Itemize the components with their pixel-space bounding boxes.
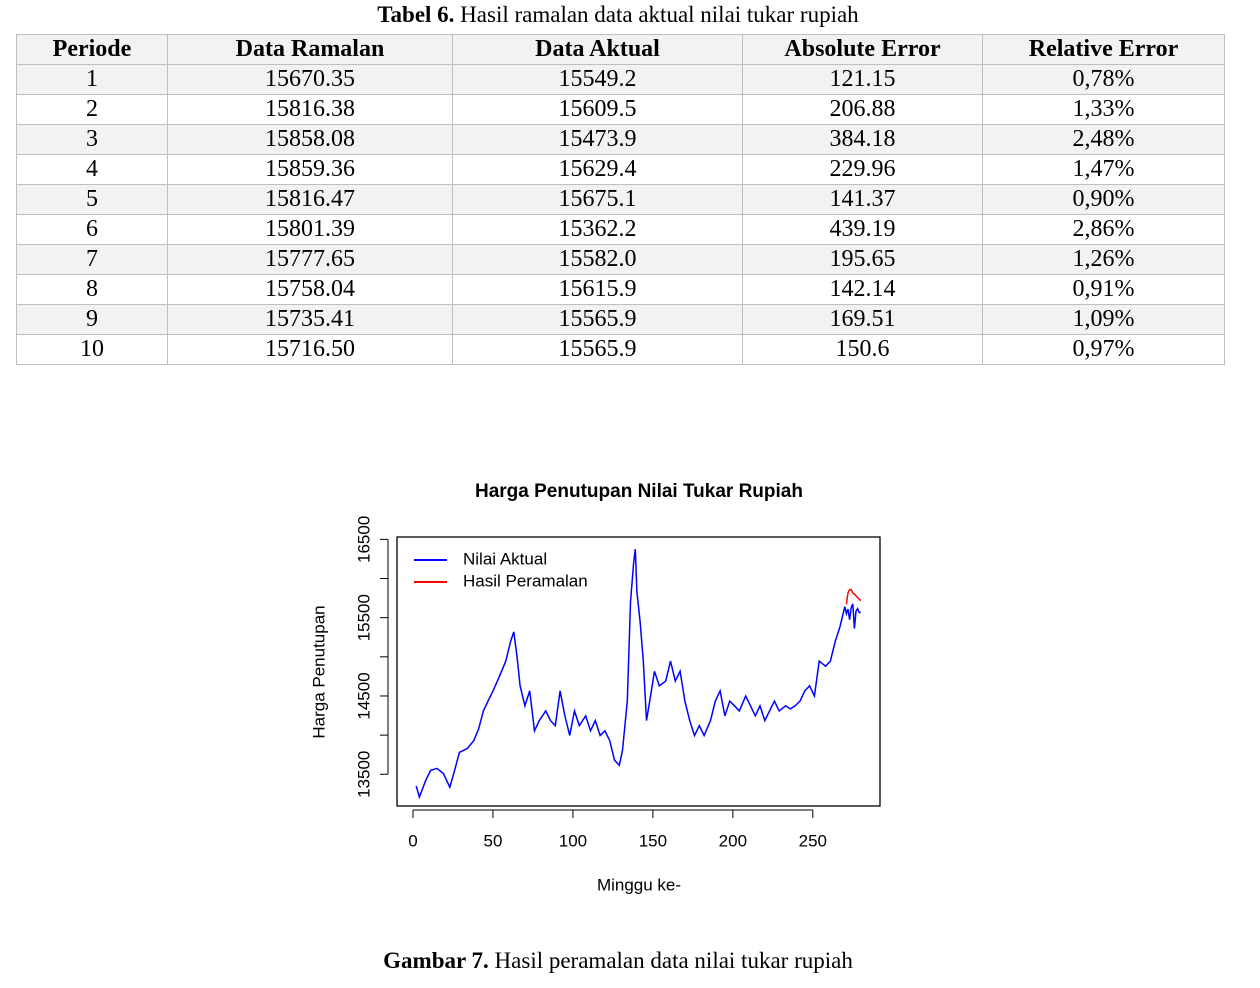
table-cell: 15362.2 xyxy=(452,214,743,245)
table-row: 4 15859.36 15629.4 229.96 1,47% xyxy=(16,154,1225,185)
table-cell: 439.19 xyxy=(742,214,983,245)
x-tick-label: 150 xyxy=(639,831,667,850)
table-row: 1 15670.35 15549.2 121.15 0,78% xyxy=(16,64,1225,95)
table-cell: 0,90% xyxy=(982,184,1225,215)
caption-text: Hasil peramalan data nilai tukar rupiah xyxy=(494,948,853,973)
table-cell: 15735.41 xyxy=(167,304,453,335)
header-cell: Absolute Error xyxy=(742,34,983,65)
table-row: 7 15777.65 15582.0 195.65 1,26% xyxy=(16,244,1225,275)
caption-label: Tabel 6. xyxy=(377,2,455,27)
table-row: 9 15735.41 15565.9 169.51 1,09% xyxy=(16,304,1225,335)
table-cell: 15801.39 xyxy=(167,214,453,245)
header-cell: Periode xyxy=(16,34,168,65)
legend-label: Nilai Aktual xyxy=(463,549,547,568)
y-tick-label: 16500 xyxy=(354,516,373,563)
x-tick-label: 250 xyxy=(799,831,827,850)
table-cell: 15670.35 xyxy=(167,64,453,95)
table-row: 8 15758.04 15615.9 142.14 0,91% xyxy=(16,274,1225,305)
table-row: 5 15816.47 15675.1 141.37 0,90% xyxy=(16,184,1225,215)
table-cell: 15549.2 xyxy=(452,64,743,95)
table-cell: 8 xyxy=(16,274,168,305)
table-cell: 15816.38 xyxy=(167,94,453,125)
caption-label: Gambar 7. xyxy=(383,948,489,973)
header-row: Periode Data Ramalan Data Aktual Absolute E… xyxy=(16,34,1225,65)
table-cell: 2,48% xyxy=(982,124,1225,155)
chart-title: Harga Penutupan Nilai Tukar Rupiah xyxy=(475,481,803,502)
y-axis-label: Harga Penutupan xyxy=(309,605,328,738)
table-cell: 1,26% xyxy=(982,244,1225,275)
table-cell: 0,78% xyxy=(982,64,1225,95)
table-cell: 0,97% xyxy=(982,334,1225,365)
table-cell: 169.51 xyxy=(742,304,983,335)
table-cell: 15473.9 xyxy=(452,124,743,155)
legend-label: Hasil Peramalan xyxy=(463,571,588,590)
table-row: 2 15816.38 15609.5 206.88 1,33% xyxy=(16,94,1225,125)
table-cell: 15615.9 xyxy=(452,274,743,305)
x-tick-label: 200 xyxy=(719,831,747,850)
table-cell: 2 xyxy=(16,94,168,125)
table-row: 10 15716.50 15565.9 150.6 0,97% xyxy=(16,334,1225,365)
table-cell: 206.88 xyxy=(742,94,983,125)
table-cell: 0,91% xyxy=(982,274,1225,305)
x-axis-label: Minggu ke- xyxy=(597,875,681,894)
table-cell: 15758.04 xyxy=(167,274,453,305)
table-cell: 15816.47 xyxy=(167,184,453,215)
data-line xyxy=(845,588,862,605)
table-cell: 141.37 xyxy=(742,184,983,215)
table-cell: 15675.1 xyxy=(452,184,743,215)
table-cell: 7 xyxy=(16,244,168,275)
table-cell: 150.6 xyxy=(742,334,983,365)
table-cell: 15565.9 xyxy=(452,334,743,365)
table-cell: 15565.9 xyxy=(452,304,743,335)
figure-caption: Gambar 7. Hasil peramalan data nilai tuk… xyxy=(0,948,1236,974)
table-cell: 10 xyxy=(16,334,168,365)
caption-text: Hasil ramalan data aktual nilai tukar ru… xyxy=(460,2,859,27)
table: Periode Data Ramalan Data Aktual Absolute E… xyxy=(16,34,1225,365)
table-cell: 9 xyxy=(16,304,168,335)
table-cell: 229.96 xyxy=(742,154,983,185)
y-tick-label: 15500 xyxy=(354,594,373,641)
x-tick-label: 0 xyxy=(408,831,417,850)
y-tick-label: 13500 xyxy=(354,751,373,798)
table-cell: 15716.50 xyxy=(167,334,453,365)
table-cell: 1,09% xyxy=(982,304,1225,335)
table-cell: 6 xyxy=(16,214,168,245)
y-tick-label: 14500 xyxy=(354,672,373,719)
table-cell: 15629.4 xyxy=(452,154,743,185)
table-cell: 15582.0 xyxy=(452,244,743,275)
table-row: 6 15801.39 15362.2 439.19 2,86% xyxy=(16,214,1225,245)
x-tick-label: 50 xyxy=(483,831,502,850)
table-cell: 15777.65 xyxy=(167,244,453,275)
x-tick-label: 100 xyxy=(559,831,587,850)
table-cell: 142.14 xyxy=(742,274,983,305)
table-caption: Tabel 6. Hasil ramalan data aktual nilai… xyxy=(0,2,1236,28)
table-cell: 1,33% xyxy=(982,94,1225,125)
data-line xyxy=(415,549,861,800)
header-cell: Relative Error xyxy=(982,34,1225,65)
plot-box xyxy=(396,536,881,807)
header-cell: Data Ramalan xyxy=(167,34,453,65)
